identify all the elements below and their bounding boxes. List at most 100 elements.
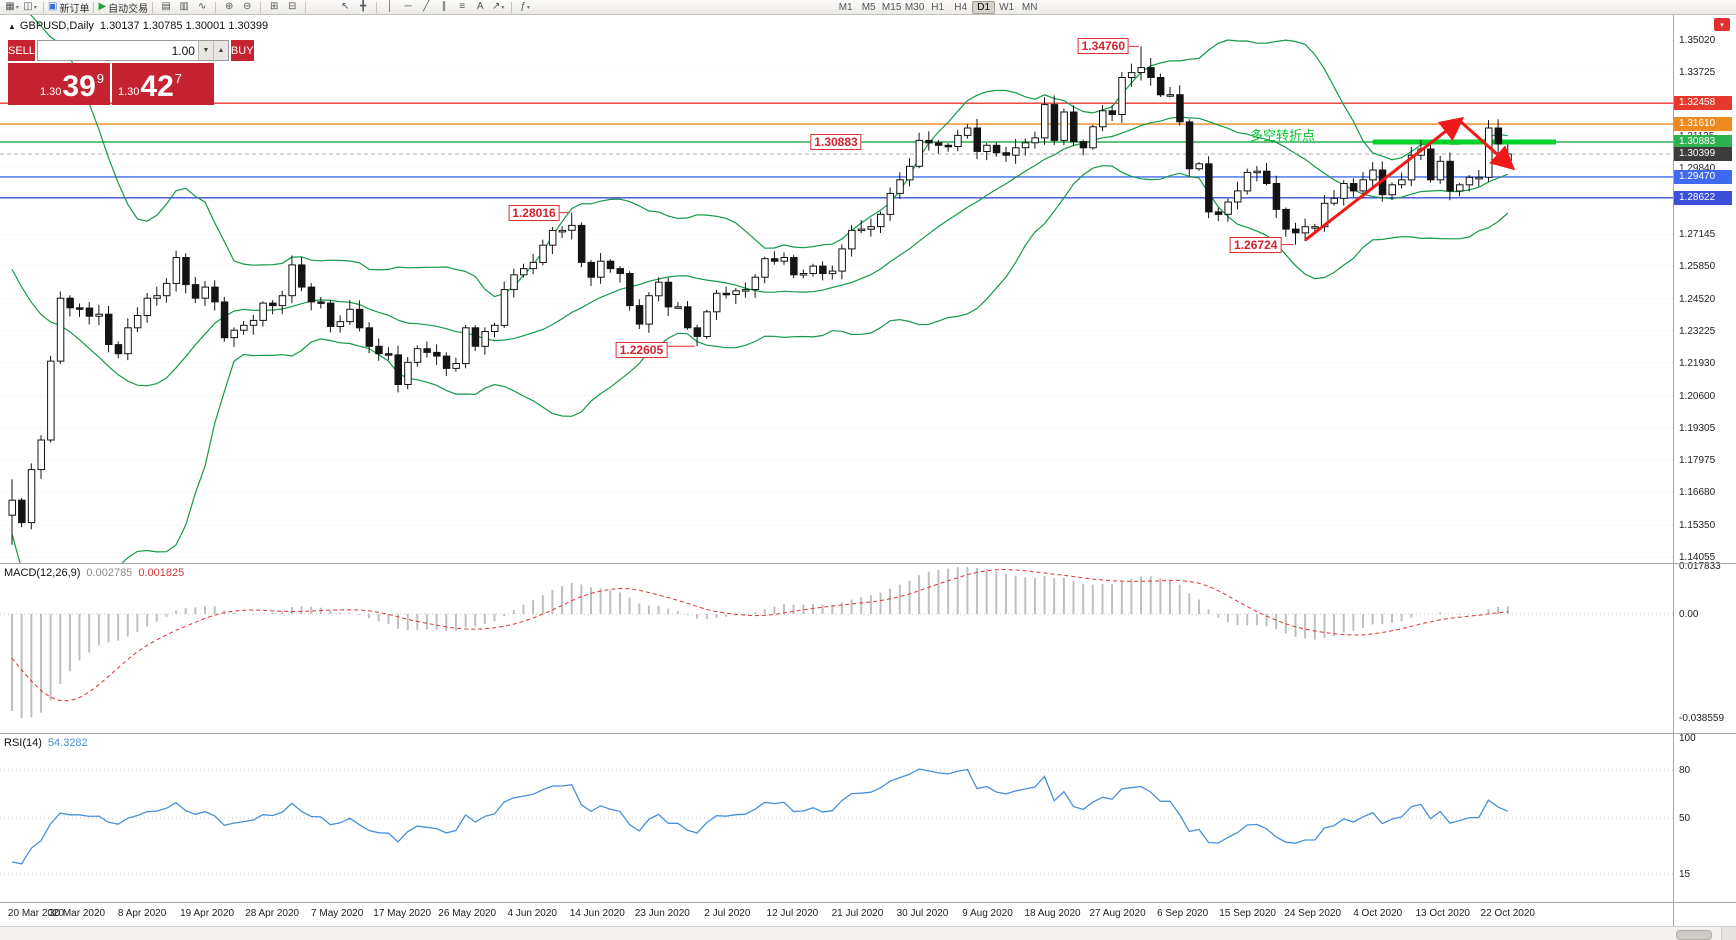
sell-button[interactable]: SELL (8, 40, 35, 61)
macd-signal-line (11, 568, 1508, 702)
volume-up-button[interactable]: ▲ (212, 41, 228, 60)
zoom-in-icon[interactable]: ⊕ (220, 1, 238, 14)
main-chart-pane (0, 15, 1673, 563)
cascade-windows-icon[interactable]: ⊟ (283, 1, 301, 14)
channel-icon[interactable]: ∥ (435, 1, 453, 14)
profiles-icon: ◫ (23, 1, 33, 12)
new-order-button[interactable]: ▣ 新订单 (48, 1, 89, 15)
candle-body (500, 289, 509, 326)
tile-windows-icon: ⊞ (269, 1, 279, 12)
timeframe-mn[interactable]: MN (1021, 1, 1038, 13)
toolbar: ▦ ▾ ◫ ▾ ▣ 新订单 ▶ 自动交易 ▤ ▥ ∿ ⊕ ⊖ ⊞ ⊟ ↖ ╋ │ ─ ╱ ∥ ≡ A ↗ ▾ ƒ ▾ M1 M5 M15 M… (0, 0, 1736, 15)
candle-body (838, 248, 846, 272)
indicators-icon[interactable]: ƒ ▾ (516, 1, 534, 14)
vertical-line-icon[interactable]: │ (381, 1, 399, 14)
sell-price-panel[interactable]: 1.30 39 9 (8, 63, 110, 105)
candles-chart-icon: ▥ (179, 1, 189, 12)
timeframe-h1[interactable]: H1 (931, 1, 945, 13)
candle-body (1485, 127, 1493, 178)
cursor-icon[interactable]: ↖ (336, 1, 354, 14)
timeframe-m5[interactable]: M5 (861, 1, 876, 13)
buy-price-panel[interactable]: 1.30 42 7 (112, 63, 214, 105)
pivot-green-segment[interactable] (1372, 139, 1556, 145)
candle-body (452, 363, 460, 369)
separator-main-macd[interactable] (0, 563, 1736, 564)
arrows-icon: ↗ (491, 1, 501, 12)
timeframe-m1[interactable]: M1 (838, 1, 853, 13)
candle-body (944, 144, 953, 148)
chevron-down-icon: ▾ (526, 4, 530, 11)
separator-macd-rsi[interactable] (0, 733, 1736, 734)
candle-body (1166, 94, 1174, 97)
candle-body (288, 264, 296, 297)
timeframe-d1[interactable]: D1 (972, 0, 996, 14)
candle-body (799, 273, 808, 276)
candle-body (655, 281, 663, 297)
date-axis-label: 23 Jun 2020 (634, 908, 690, 919)
candle-body (143, 297, 152, 317)
new-chart-icon[interactable]: ▦ ▾ (3, 1, 21, 14)
autotrading-button[interactable]: ▶ 自动交易 (98, 1, 148, 15)
price-tag: 1.31610 (1674, 117, 1732, 132)
trend-arrow[interactable] (1304, 116, 1465, 242)
candle-body (1465, 176, 1474, 186)
timeframe-h4[interactable]: H4 (954, 1, 968, 13)
one-click-collapse-icon[interactable]: ▲ (8, 22, 16, 31)
line-chart-icon[interactable]: ∿ (193, 1, 211, 14)
candle-body (992, 144, 1001, 154)
candle-body (1398, 179, 1406, 186)
zoom-out-icon[interactable]: ⊖ (238, 1, 256, 14)
candle-body (1407, 154, 1416, 181)
fibonacci-icon[interactable]: ≡ (453, 1, 471, 14)
cascade-windows-icon: ⊟ (287, 1, 297, 12)
timeframe-w1[interactable]: W1 (999, 1, 1015, 13)
chart-corner-button[interactable]: ▾ (1714, 18, 1730, 31)
trendline-icon: ╱ (423, 1, 430, 12)
candle-body (1475, 176, 1483, 180)
timeframe-m30[interactable]: M30 (904, 1, 925, 13)
sell-price-prefix: 1.30 (39, 86, 62, 98)
candle-body (925, 139, 933, 144)
horizontal-line-icon[interactable]: ─ (399, 1, 417, 14)
zoom-in-icon: ⊕ (224, 1, 234, 12)
trendline-icon[interactable]: ╱ (417, 1, 435, 14)
candle-body (1002, 152, 1010, 156)
text-label-icon[interactable]: A (471, 1, 489, 14)
bars-chart-icon[interactable]: ▤ (157, 1, 175, 14)
buy-button[interactable]: BUY (230, 40, 254, 61)
volume-input[interactable] (37, 41, 198, 60)
candle-body (1176, 94, 1184, 123)
horizontal-scrollbar[interactable] (0, 926, 1736, 940)
price-tag: 1.28622 (1674, 190, 1732, 205)
candle-body (664, 281, 673, 308)
candle-body (867, 226, 875, 230)
candle-body (269, 302, 277, 307)
crosshair-icon[interactable]: ╋ (354, 1, 372, 14)
candles-chart-icon[interactable]: ▥ (175, 1, 193, 14)
candle-body (674, 306, 682, 309)
price-axis-label: 1.20600 (1679, 390, 1716, 402)
trend-arrow[interactable] (1458, 119, 1516, 171)
candle-body (346, 308, 354, 323)
candle-body (1504, 153, 1512, 161)
price-scale[interactable]: 1.350201.337251.324301.311351.298401.285… (1674, 15, 1736, 926)
candle-body (1012, 147, 1020, 156)
rsi-line (11, 768, 1509, 865)
macd-axis-label: 0.017833 (1679, 561, 1721, 572)
candle-body (240, 324, 248, 331)
date-axis-label: 14 Jun 2020 (569, 908, 625, 919)
price-scale-divider (1673, 15, 1674, 926)
line-chart-icon: ∿ (197, 1, 207, 12)
candle-body (645, 295, 653, 325)
scrollbar-thumb[interactable] (1676, 930, 1712, 940)
arrows-icon[interactable]: ↗ ▾ (489, 1, 507, 14)
timeframe-m15[interactable]: M15 (881, 1, 902, 13)
candle-body (635, 305, 644, 325)
date-axis-label: 7 May 2020 (311, 908, 364, 919)
profiles-icon[interactable]: ◫ ▾ (21, 1, 39, 14)
candle-body (76, 307, 84, 310)
tile-windows-icon[interactable]: ⊞ (265, 1, 283, 14)
volume-down-button[interactable]: ▼ (197, 41, 213, 60)
candle-body (520, 268, 528, 276)
